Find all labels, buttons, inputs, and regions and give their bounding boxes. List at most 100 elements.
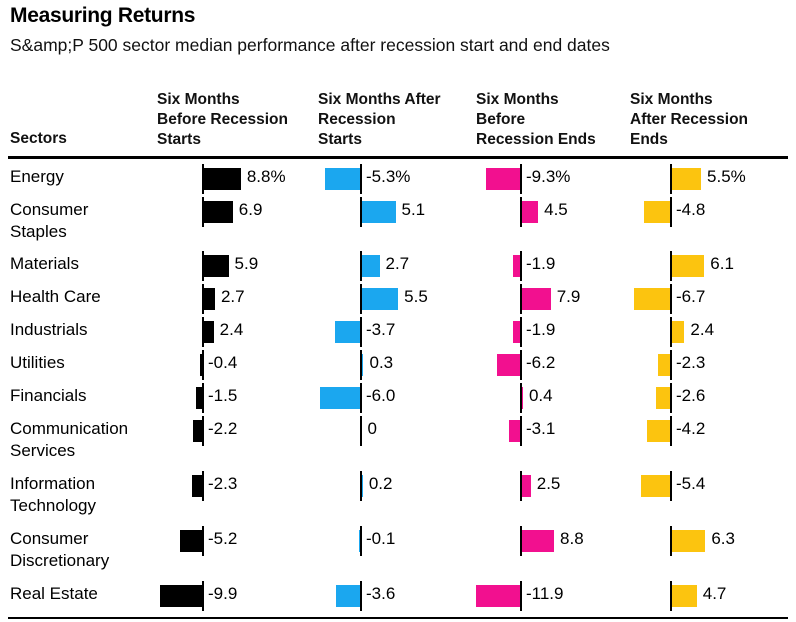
bar (179, 530, 202, 552)
sector-label-line: Technology (10, 496, 97, 515)
axis-baseline-tick (202, 350, 204, 380)
axis-baseline-tick (520, 317, 522, 347)
bar (634, 288, 670, 310)
value-label: 0 (367, 419, 377, 438)
value-label: -6.7 (676, 287, 706, 306)
value-label: 2.5 (536, 474, 561, 493)
bar (521, 288, 551, 310)
sector-label-line: Staples (10, 222, 67, 241)
axis-baseline-tick (360, 317, 362, 347)
bar (512, 255, 520, 277)
bar (361, 288, 399, 310)
axis-baseline-tick (360, 383, 362, 413)
value-label: 0.3 (369, 353, 394, 372)
bar (644, 201, 670, 223)
axis-baseline-tick (670, 581, 672, 611)
sector-label-line: Information (10, 474, 96, 493)
column-header-before-start: Six Months Before Recession Starts (157, 90, 288, 150)
sector-label: Information Technology (10, 473, 155, 517)
axis-baseline-tick (670, 197, 672, 227)
sector-row: Industrials 2.4 -3.7 -1.9 2.4 (0, 317, 796, 352)
value-label: 5.9 (234, 254, 259, 273)
sector-row: Real Estate -9.9 -3.6 -11.9 4.7 (0, 581, 796, 616)
sector-label: Consumer Staples (10, 199, 155, 243)
value-label: 5.5 (404, 287, 428, 306)
sector-label: Energy (10, 166, 155, 188)
column-header-after-start: Six Months After Recession Starts (318, 90, 441, 150)
value-label: -6.0 (366, 386, 396, 405)
header-line: Starts (318, 131, 362, 148)
value-label: -1.9 (526, 320, 556, 339)
header-line: Before (476, 111, 526, 128)
value-label: -5.4 (676, 474, 706, 493)
value-label: -3.6 (366, 584, 396, 603)
bar (203, 321, 214, 343)
axis-baseline-tick (202, 416, 204, 446)
value-label: -9.3% (526, 167, 571, 186)
axis-baseline-tick (670, 317, 672, 347)
header-line: Before Recession (157, 111, 288, 128)
axis-baseline-tick (202, 284, 204, 314)
value-label: 7.9 (556, 287, 581, 306)
bar (160, 585, 202, 607)
header-line: Recession Ends (476, 131, 596, 148)
axis-baseline-tick (520, 471, 522, 501)
bar (671, 321, 685, 343)
axis-baseline-tick (202, 197, 204, 227)
bar (671, 530, 706, 552)
value-label: -4.8 (676, 200, 706, 219)
bar (656, 387, 670, 409)
axis-baseline-tick (360, 164, 362, 194)
header-line: Six Months (630, 91, 713, 108)
axis-baseline-tick (670, 416, 672, 446)
value-label: -6.2 (526, 353, 556, 372)
axis-baseline-tick (360, 197, 362, 227)
axis-baseline-tick (670, 350, 672, 380)
value-label: 4.5 (544, 200, 568, 219)
value-label: -0.1 (366, 529, 396, 548)
axis-baseline-tick (360, 581, 362, 611)
axis-baseline-tick (670, 383, 672, 413)
bar (336, 585, 360, 607)
sector-label-line: Communication (10, 419, 129, 438)
bar (640, 475, 670, 497)
column-header-after-end: Six Months After Recession Ends (630, 90, 748, 150)
value-label: 5.1 (401, 200, 426, 219)
bar (203, 288, 215, 310)
value-label: -1.9 (526, 254, 556, 273)
axis-baseline-tick (670, 284, 672, 314)
axis-baseline-tick (202, 526, 204, 556)
value-label: 2.7 (220, 287, 245, 306)
sector-row: Information Technology -2.3 0.2 2.5 -5.4 (0, 471, 796, 528)
value-label: -5.2 (208, 529, 238, 548)
value-label: -5.3% (366, 167, 411, 186)
axis-baseline-tick (202, 164, 204, 194)
value-label: 8.8 (560, 529, 584, 548)
value-label: 0.4 (528, 386, 553, 405)
bar (203, 201, 233, 223)
bar (512, 321, 520, 343)
axis-baseline-tick (202, 471, 204, 501)
value-label: 2.4 (690, 320, 715, 339)
bar (192, 420, 202, 442)
bar (647, 420, 670, 442)
bar (200, 354, 202, 376)
value-label: -9.9 (208, 584, 238, 603)
header-line: Ends (630, 131, 668, 148)
bar (324, 168, 360, 190)
column-header-before-end: Six Months Before Recession Ends (476, 90, 596, 150)
sector-label: Utilities (10, 352, 155, 374)
bar (671, 585, 697, 607)
value-label: 4.7 (702, 584, 727, 603)
sector-label: Materials (10, 253, 155, 275)
sector-label-line: Consumer (10, 200, 89, 219)
value-label: 6.1 (710, 254, 734, 273)
bar (508, 420, 520, 442)
sector-row: Consumer Staples 6.9 5.1 4.5 -4.8 (0, 197, 796, 253)
bar (335, 321, 360, 343)
bar (359, 530, 360, 552)
bar (657, 354, 670, 376)
sector-label-line: Materials (10, 254, 79, 273)
